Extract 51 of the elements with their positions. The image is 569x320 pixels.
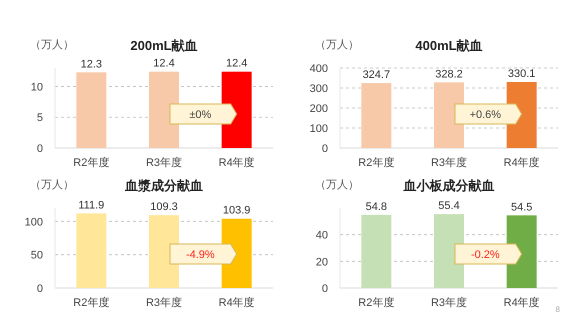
data-label: 103.9	[222, 204, 250, 217]
chart-title: 血小板成分献血	[402, 178, 494, 193]
y-tick-label: 0	[322, 143, 328, 155]
x-tick-label: R2年度	[358, 296, 394, 309]
y-tick-label: 0	[36, 143, 43, 155]
data-label: 328.2	[435, 68, 463, 80]
data-label: 12.4	[153, 58, 175, 70]
annotation: -0.2%	[470, 249, 500, 261]
y-tick-label: 100	[310, 123, 328, 135]
x-tick-label: R2年度	[358, 156, 394, 169]
x-tick-label: R2年度	[73, 296, 110, 309]
chart-title: 血漿成分献血	[124, 178, 203, 193]
y-axis-title: （万人）	[315, 39, 359, 51]
data-label: 55.4	[438, 200, 460, 212]
text: 8	[556, 305, 561, 314]
y-tick-label: 400	[310, 63, 328, 75]
y-axis-title: （万人）	[30, 39, 74, 51]
x-tick-label: R4年度	[218, 156, 255, 169]
x-tick-label: R2年度	[73, 156, 110, 169]
x-tick-label: R4年度	[218, 296, 255, 309]
x-tick-label: R4年度	[504, 296, 540, 309]
x-tick-label: R3年度	[146, 296, 182, 309]
y-tick-label: 5	[36, 112, 43, 124]
y-tick-label: 300	[310, 83, 328, 95]
data-label: 109.3	[150, 201, 178, 214]
annotation: -4.9%	[186, 249, 215, 261]
annotation: ±0%	[189, 109, 212, 121]
y-axis-title: （万人）	[30, 179, 74, 191]
data-label: 12.4	[226, 58, 248, 70]
chart-title: 400mL献血	[415, 38, 483, 53]
y-tick-label: 200	[310, 103, 328, 115]
x-tick-label: R3年度	[430, 296, 468, 309]
data-label: 12.3	[80, 58, 102, 70]
x-tick-label: R4年度	[504, 156, 540, 169]
y-tick-label: 40	[316, 230, 328, 242]
x-tick-label: R3年度	[146, 156, 182, 169]
annotation: +0.6%	[470, 109, 502, 121]
y-tick-label: 50	[30, 250, 43, 262]
data-label: 111.9	[78, 199, 104, 212]
data-label: 330.1	[508, 68, 536, 80]
y-tick-label: 100	[24, 216, 43, 228]
data-label: 324.7	[362, 69, 390, 82]
data-label: 54.5	[510, 201, 532, 214]
y-tick-label: 10	[30, 81, 43, 94]
y-tick-label: 0	[36, 283, 43, 295]
y-tick-label: 0	[322, 283, 328, 295]
chart-title: 200mL献血	[130, 38, 198, 53]
data-label: 54.8	[366, 200, 388, 213]
x-tick-label: R3年度	[430, 156, 468, 169]
y-tick-label: 20	[316, 256, 328, 268]
y-axis-title: （万人）	[315, 179, 359, 191]
